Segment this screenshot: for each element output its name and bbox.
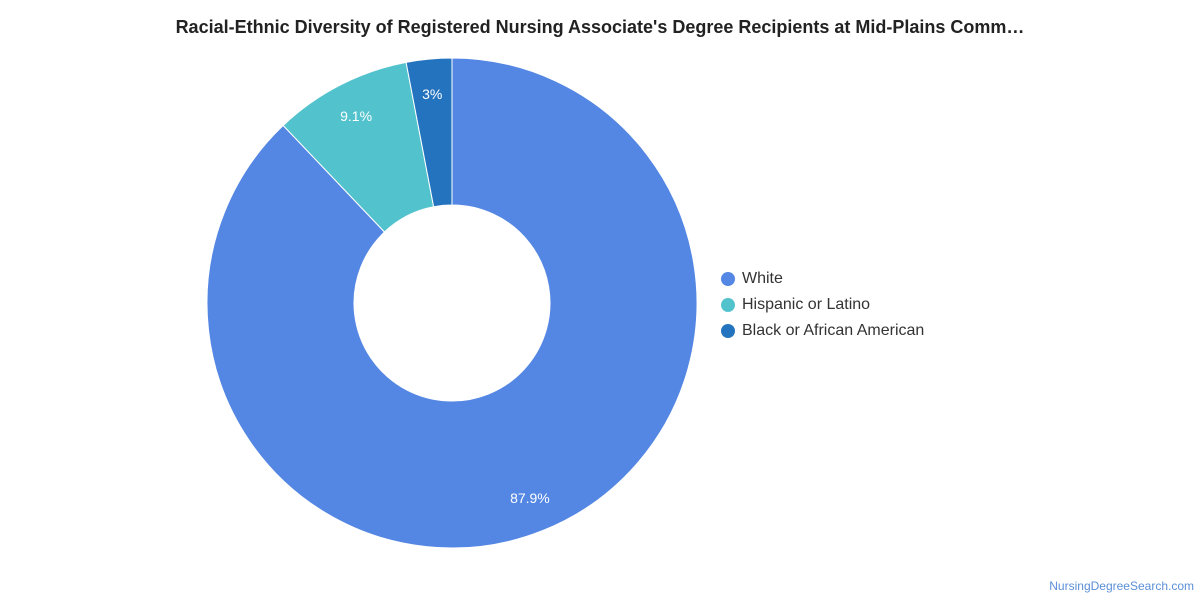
- legend-item-white[interactable]: White: [721, 266, 924, 292]
- slice-black-or-african-american[interactable]: [405, 57, 453, 208]
- legend-label-hispanic-or-latino: Hispanic or Latino: [742, 296, 871, 313]
- legend: White Hispanic or Latino Black or African …: [721, 266, 924, 344]
- data-label-black-or-african-american: 3%: [422, 86, 442, 102]
- source-credit[interactable]: NursingDegreeSearch.com: [1049, 579, 1194, 593]
- legend-label-white: White: [742, 270, 783, 287]
- legend-swatch-hispanic-or-latino: [721, 298, 735, 312]
- data-label-hispanic-or-latino: 9.1%: [340, 108, 372, 124]
- slice-white[interactable]: [206, 57, 698, 549]
- chart-title: Racial-Ethnic Diversity of Registered Nu…: [175, 17, 1025, 37]
- legend-label-black-or-african-american: Black or African American: [742, 322, 925, 339]
- legend-swatch-white: [721, 272, 735, 286]
- legend-item-black-or-african-american[interactable]: Black or African American: [721, 318, 924, 344]
- data-label-white: 87.9%: [510, 490, 550, 506]
- legend-swatch-black-or-african-american: [721, 324, 735, 338]
- legend-item-hispanic-or-latino[interactable]: Hispanic or Latino: [721, 292, 924, 318]
